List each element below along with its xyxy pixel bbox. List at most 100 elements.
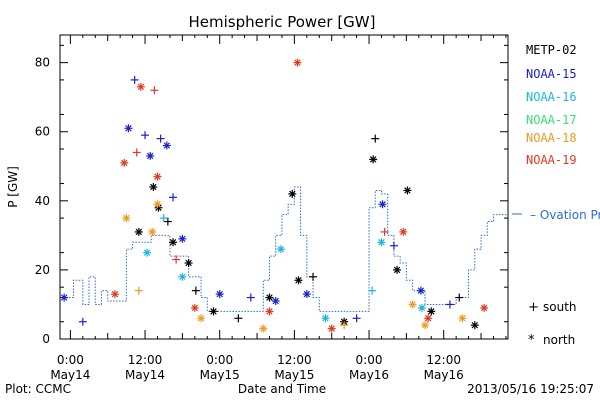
legend-metp-02: METP-02 [526, 43, 577, 57]
y-tick-label: 40 [35, 194, 50, 208]
data-point-noaa-15 [178, 234, 187, 243]
data-point-noaa-15 [162, 141, 171, 150]
x-tick-date-label: May15 [200, 368, 240, 382]
data-point-noaa-19 [293, 58, 302, 67]
data-point-metp-02 [309, 272, 318, 281]
legend-noaa-19: NOAA-19 [526, 153, 577, 167]
data-point-noaa-18 [197, 314, 206, 323]
data-point-metp-02 [234, 314, 243, 323]
x-tick-date-label: May16 [424, 368, 464, 382]
legend: METP-02 NOAA-15 NOAA-16 NOAA-17 NOAA-18 … [512, 43, 600, 348]
legend-south-label: south [543, 300, 577, 314]
data-point-noaa-15 [389, 241, 398, 250]
data-point-metp-02 [403, 186, 412, 195]
data-point-noaa-15 [445, 300, 454, 309]
data-point-metp-02 [265, 293, 274, 302]
data-point-noaa-19 [190, 303, 199, 312]
data-point-noaa-18 [153, 200, 162, 209]
data-point-noaa-15 [124, 124, 133, 133]
legend-noaa-18: NOAA-18 [526, 131, 577, 145]
x-tick-date-label: May15 [274, 368, 314, 382]
data-point-metp-02 [371, 134, 380, 143]
data-point-noaa-15 [60, 293, 69, 302]
x-tick-time-label: 12:00 [128, 353, 163, 367]
y-tick-label: 20 [35, 263, 50, 277]
x-tick-time-label: 0:00 [206, 353, 233, 367]
data-point-noaa-19 [172, 255, 181, 264]
data-point-noaa-18 [421, 321, 430, 330]
ovation-hpi-layer [60, 186, 509, 312]
data-point-metp-02 [455, 293, 464, 302]
data-point-noaa-19 [136, 82, 145, 91]
data-point-noaa-18 [340, 321, 349, 330]
data-point-noaa-15 [169, 193, 178, 202]
y-tick-label: 80 [35, 56, 50, 70]
data-point-noaa-19 [132, 148, 141, 157]
data-point-noaa-15 [352, 314, 361, 323]
data-point-noaa-19 [327, 324, 336, 333]
data-point-noaa-19 [399, 227, 408, 236]
data-point-metp-02 [427, 307, 436, 316]
legend-south-symbol: + [528, 300, 539, 315]
data-point-noaa-19 [150, 86, 159, 95]
data-point-noaa-15 [271, 297, 280, 305]
data-point-noaa-16 [143, 248, 152, 257]
data-point-noaa-19 [120, 158, 129, 167]
legend-ovation-dash: – [530, 208, 540, 222]
data-point-metp-02 [393, 265, 402, 274]
legend-north-symbol: * [528, 333, 535, 348]
x-tick-date-label: May14 [50, 368, 90, 382]
x-tick-time-label: 12:00 [426, 353, 461, 367]
data-point-noaa-15 [246, 293, 255, 302]
legend-noaa-17: NOAA-17 [526, 113, 577, 127]
data-point-metp-02 [209, 307, 218, 316]
data-point-noaa-15 [378, 200, 387, 209]
data-point-metp-02 [191, 286, 200, 295]
data-point-noaa-16 [178, 272, 187, 281]
x-tick-time-label: 12:00 [277, 353, 312, 367]
data-points-layer [60, 58, 489, 333]
data-point-noaa-16 [159, 214, 168, 223]
data-point-noaa-18 [148, 227, 157, 236]
data-point-noaa-18 [122, 214, 131, 223]
data-point-noaa-18 [134, 286, 143, 295]
data-point-noaa-15 [416, 286, 425, 295]
x-tick-time-label: 0:00 [356, 353, 383, 367]
legend-north-label: north [543, 333, 575, 347]
data-point-noaa-19 [424, 314, 433, 323]
footer-right: 2013/05/16 19:25:07 [467, 382, 594, 396]
data-point-noaa-19 [110, 290, 119, 299]
data-point-noaa-15 [302, 290, 311, 299]
data-point-noaa-19 [153, 172, 162, 181]
x-tick-date-label: May14 [125, 368, 165, 382]
data-point-metp-02 [163, 217, 172, 226]
x-axis-label: Date and Time [238, 382, 326, 396]
data-point-metp-02 [134, 227, 143, 236]
data-point-noaa-19 [380, 227, 389, 236]
legend-ovation-label: – Ovation Prime HPI [530, 208, 600, 222]
data-point-noaa-16 [377, 238, 386, 247]
data-point-noaa-15 [130, 75, 139, 84]
data-point-noaa-19 [265, 307, 274, 316]
ovation-hpi-step-line [60, 186, 509, 312]
data-point-metp-02 [288, 189, 297, 198]
data-point-noaa-18 [408, 300, 417, 309]
data-point-noaa-18 [259, 324, 268, 333]
plot-frame [59, 34, 509, 340]
legend-ovation-text: Ovation Prime HPI [540, 208, 600, 222]
data-point-metp-02 [169, 238, 178, 247]
x-tick-time-label: 0:00 [57, 353, 84, 367]
data-point-metp-02 [470, 321, 479, 330]
data-point-noaa-19 [480, 303, 489, 312]
x-tick-date-label: May16 [349, 368, 389, 382]
data-point-noaa-16 [368, 286, 377, 295]
data-point-metp-02 [369, 155, 378, 164]
y-tick-label: 60 [35, 125, 50, 139]
chart-title: Hemispheric Power [GW] [189, 13, 376, 31]
y-tick-label: 0 [42, 332, 50, 346]
y-axis-label: P [GW] [6, 166, 20, 208]
data-point-noaa-15 [141, 131, 150, 140]
footer-left: Plot: CCMC [5, 382, 71, 396]
